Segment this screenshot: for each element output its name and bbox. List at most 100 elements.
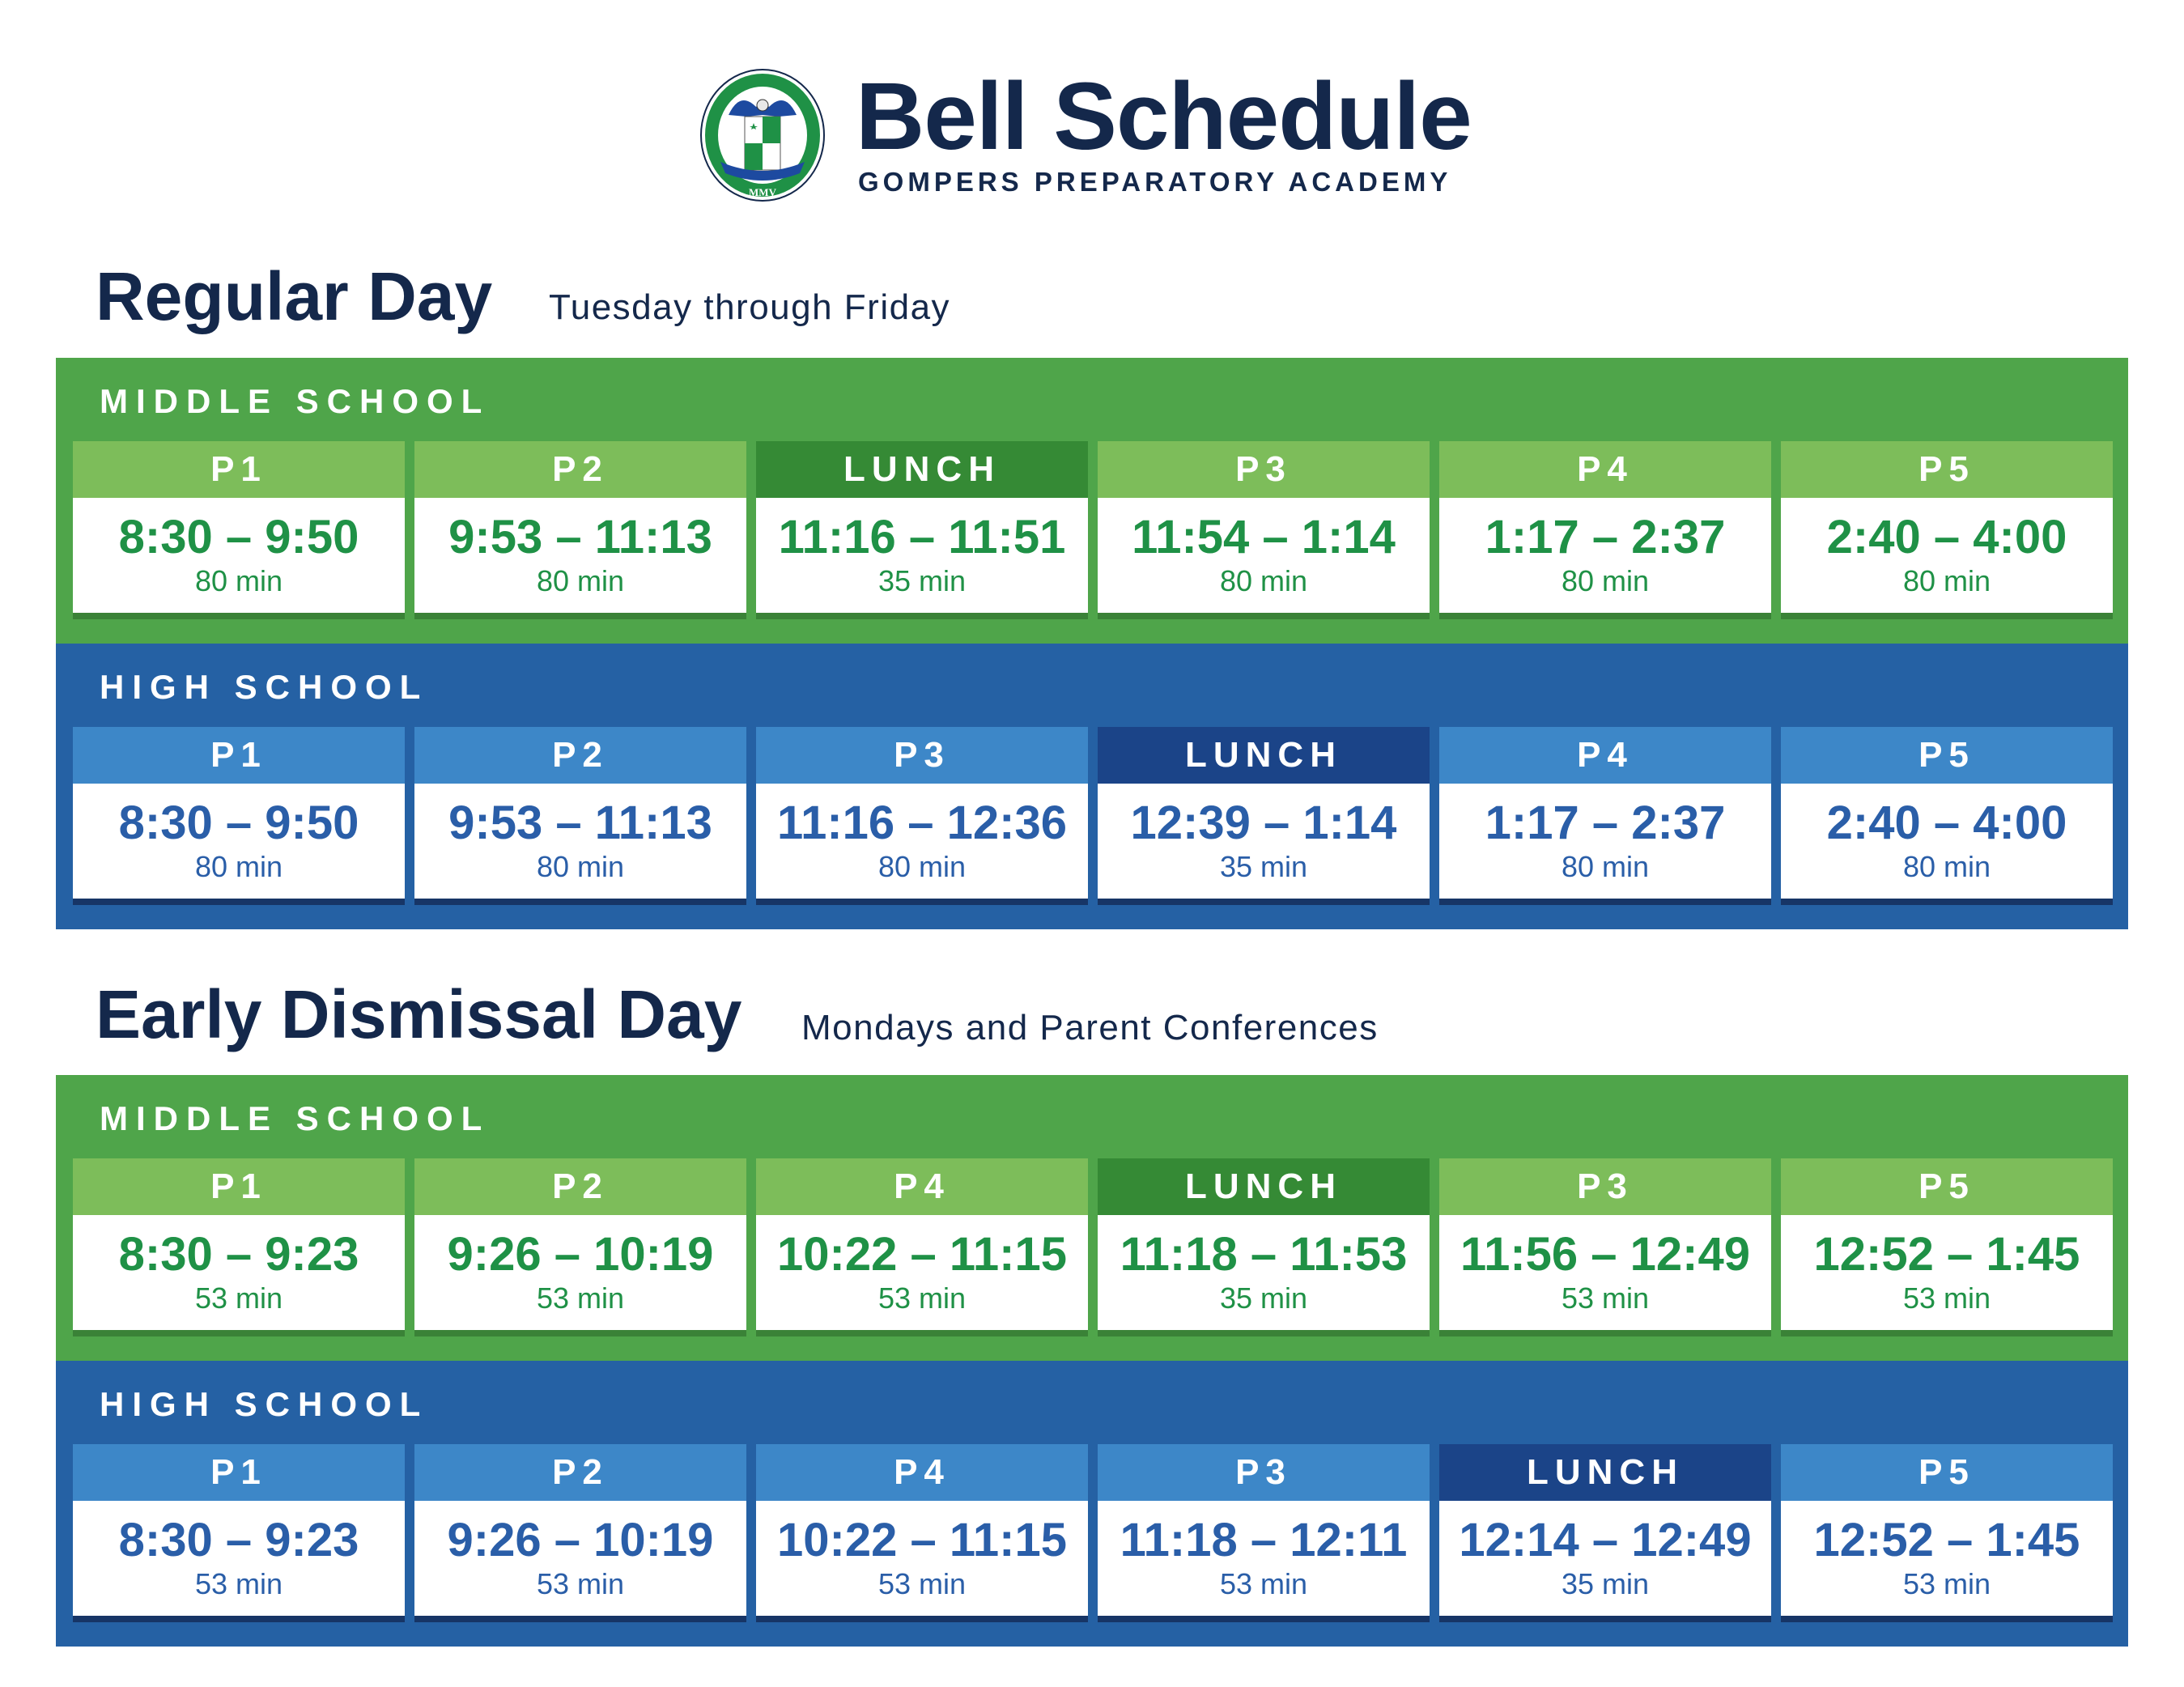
period-card-p3: P3 11:16 – 12:36 80 min [756, 727, 1088, 905]
section-subtitle: Tuesday through Friday [549, 287, 951, 327]
period-name: P5 [1781, 1158, 2113, 1215]
period-time: 8:30 – 9:23 [118, 1228, 359, 1281]
period-name: P5 [1781, 1444, 2113, 1501]
period-card-p2: P2 9:26 – 10:19 53 min [414, 1444, 746, 1622]
period-name: LUNCH [1439, 1444, 1771, 1501]
period-time: 12:52 – 1:45 [1813, 1514, 2080, 1566]
period-card-p2: P2 9:26 – 10:19 53 min [414, 1158, 746, 1336]
period-name: P1 [73, 1158, 405, 1215]
period-duration: 53 min [536, 1567, 625, 1600]
period-duration: 80 min [536, 564, 625, 597]
period-card-lunch: LUNCH 12:39 – 1:14 35 min [1098, 727, 1430, 905]
period-name: P1 [73, 727, 405, 784]
period-body: 10:22 – 11:15 53 min [756, 1215, 1088, 1336]
period-time: 11:54 – 1:14 [1132, 511, 1396, 563]
period-card-p5: P5 12:52 – 1:45 53 min [1781, 1444, 2113, 1622]
period-duration: 80 min [536, 850, 625, 883]
period-name: P4 [756, 1158, 1088, 1215]
period-body: 10:22 – 11:15 53 min [756, 1501, 1088, 1622]
period-body: 8:30 – 9:50 80 min [73, 784, 405, 905]
period-time: 8:30 – 9:23 [118, 1514, 359, 1566]
period-time: 10:22 – 11:15 [777, 1228, 1067, 1281]
period-body: 1:17 – 2:37 80 min [1439, 784, 1771, 905]
high-school-label: HIGH SCHOOL [100, 1385, 429, 1423]
period-name: P2 [414, 441, 746, 498]
period-list: P1 8:30 – 9:50 80 min P2 9:53 – 11:13 80… [73, 727, 2113, 905]
period-time: 11:18 – 11:53 [1120, 1228, 1408, 1281]
period-duration: 80 min [1902, 850, 1991, 883]
period-duration: 53 min [877, 1567, 967, 1600]
middle-school-panel: MIDDLE SCHOOL P1 8:30 – 9:23 53 min P2 9… [56, 1075, 2128, 1361]
period-body: 12:39 – 1:14 35 min [1098, 784, 1430, 905]
section-subtitle: Mondays and Parent Conferences [801, 1008, 1379, 1047]
period-name: P1 [73, 441, 405, 498]
period-card-p4: P4 10:22 – 11:15 53 min [756, 1158, 1088, 1336]
period-name: P3 [756, 727, 1088, 784]
period-time: 9:26 – 10:19 [447, 1514, 714, 1566]
period-time: 10:22 – 11:15 [777, 1514, 1067, 1566]
period-body: 8:30 – 9:23 53 min [73, 1215, 405, 1336]
period-name: P2 [414, 1444, 746, 1501]
period-list: P1 8:30 – 9:23 53 min P2 9:26 – 10:19 53… [73, 1158, 2113, 1336]
period-time: 2:40 – 4:00 [1826, 511, 2067, 563]
period-duration: 80 min [1561, 564, 1650, 597]
period-time: 12:14 – 12:49 [1459, 1514, 1752, 1566]
period-time: 9:53 – 11:13 [448, 797, 712, 849]
period-body: 12:52 – 1:45 53 min [1781, 1501, 2113, 1622]
middle-school-panel: MIDDLE SCHOOL P1 8:30 – 9:50 80 min P2 9… [56, 358, 2128, 644]
page-header: MMV Bell Schedule GOMPERS PREPARATORY AC… [698, 63, 1507, 204]
period-time: 12:52 – 1:45 [1813, 1228, 2080, 1281]
period-time: 11:18 – 12:11 [1120, 1514, 1408, 1566]
period-duration: 35 min [877, 564, 967, 597]
period-body: 11:56 – 12:49 53 min [1439, 1215, 1771, 1336]
period-body: 8:30 – 9:50 80 min [73, 498, 405, 619]
period-card-p1: P1 8:30 – 9:50 80 min [73, 727, 405, 905]
period-body: 2:40 – 4:00 80 min [1781, 498, 2113, 619]
period-body: 11:16 – 12:36 80 min [756, 784, 1088, 905]
period-name: P5 [1781, 727, 2113, 784]
period-time: 1:17 – 2:37 [1485, 511, 1726, 563]
period-name: P2 [414, 727, 746, 784]
period-body: 12:14 – 12:49 35 min [1439, 1501, 1771, 1622]
period-duration: 35 min [1561, 1567, 1650, 1600]
period-card-p2: P2 9:53 – 11:13 80 min [414, 441, 746, 619]
period-body: 12:52 – 1:45 53 min [1781, 1215, 2113, 1336]
period-time: 11:56 – 12:49 [1460, 1228, 1750, 1281]
period-card-p5: P5 2:40 – 4:00 80 min [1781, 441, 2113, 619]
period-body: 11:16 – 11:51 35 min [756, 498, 1088, 619]
period-body: 8:30 – 9:23 53 min [73, 1501, 405, 1622]
period-duration: 53 min [877, 1281, 967, 1315]
period-time: 12:39 – 1:14 [1130, 797, 1397, 849]
period-duration: 80 min [194, 850, 283, 883]
period-duration: 35 min [1219, 850, 1308, 883]
period-name: P2 [414, 1158, 746, 1215]
period-name: P1 [73, 1444, 405, 1501]
period-time: 11:16 – 11:51 [778, 511, 1066, 563]
period-body: 9:53 – 11:13 80 min [414, 498, 746, 619]
period-time: 9:26 – 10:19 [447, 1228, 714, 1281]
period-body: 1:17 – 2:37 80 min [1439, 498, 1771, 619]
section-title-early-dismissal-day: Early Dismissal Day [96, 976, 742, 1052]
period-duration: 53 min [1902, 1567, 1991, 1600]
period-time: 1:17 – 2:37 [1485, 797, 1726, 849]
period-duration: 80 min [1219, 564, 1308, 597]
period-name: LUNCH [1098, 1158, 1430, 1215]
period-body: 9:26 – 10:19 53 min [414, 1215, 746, 1336]
period-card-p5: P5 12:52 – 1:45 53 min [1781, 1158, 2113, 1336]
period-body: 11:18 – 12:11 53 min [1098, 1501, 1430, 1622]
middle-school-label: MIDDLE SCHOOL [100, 382, 491, 420]
period-name: LUNCH [1098, 727, 1430, 784]
period-duration: 80 min [1561, 850, 1650, 883]
period-time: 2:40 – 4:00 [1826, 797, 2067, 849]
period-time: 8:30 – 9:50 [118, 797, 359, 849]
period-card-p5: P5 2:40 – 4:00 80 min [1781, 727, 2113, 905]
period-card-p3: P3 11:56 – 12:49 53 min [1439, 1158, 1771, 1336]
period-time: 11:16 – 12:36 [777, 797, 1067, 849]
period-card-p4: P4 1:17 – 2:37 80 min [1439, 441, 1771, 619]
period-duration: 53 min [1219, 1567, 1308, 1600]
page-title: Bell Schedule [856, 63, 1472, 170]
period-time: 8:30 – 9:50 [118, 511, 359, 563]
period-duration: 53 min [1902, 1281, 1991, 1315]
period-name: P4 [1439, 441, 1771, 498]
period-card-p1: P1 8:30 – 9:50 80 min [73, 441, 405, 619]
